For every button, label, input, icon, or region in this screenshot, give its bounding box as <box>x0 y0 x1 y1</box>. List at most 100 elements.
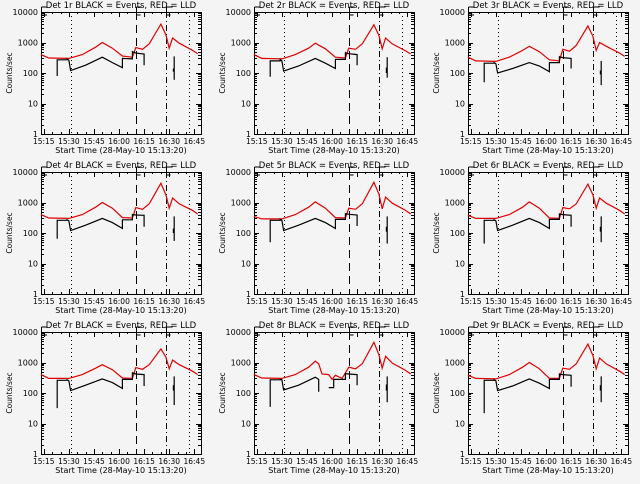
x-axis-label: Start Time (28-May-10 15:13:20) <box>55 306 186 315</box>
y-tick-label: 10 <box>455 100 465 109</box>
x-tick-label: 15:30 <box>58 137 80 146</box>
x-tick-label: 16:00 <box>321 457 343 466</box>
chart-title: Det 4r BLACK = Events, RED = LLD <box>46 161 197 171</box>
lld-series-line <box>253 180 412 220</box>
y-tick-label: 1000 <box>18 199 38 208</box>
chart-2: 1 10 100 1000 10000 15:15 15:30 15:45 16:00 16:15… <box>218 1 418 155</box>
x-axis-label: Start Time (28-May-10 15:13:20) <box>268 306 399 315</box>
y-tick-label: 10000 <box>226 168 251 177</box>
x-tick-label: 16:45 <box>396 457 418 466</box>
chart-1: 1 10 100 1000 10000 15:15 15:30 15:45 16:00 16:15… <box>5 1 205 155</box>
x-tick-label: 16:45 <box>183 137 205 146</box>
x-axis-label: Start Time (28-May-10 15:13:20) <box>268 466 399 475</box>
lld-series-line <box>40 22 199 60</box>
events-series-line <box>483 56 572 83</box>
x-tick-label: 16:45 <box>610 457 632 466</box>
y-tick-label: 10000 <box>226 8 251 17</box>
x-tick-label: 16:15 <box>346 137 368 146</box>
x-axis-label: Start Time (28-May-10 15:13:20) <box>482 466 613 475</box>
y-tick-label: 1000 <box>231 39 251 48</box>
chart-title: Det 3r BLACK = Events, RED = LLD <box>473 1 624 11</box>
plot-frame <box>254 172 415 295</box>
x-tick-label: 15:30 <box>58 297 80 306</box>
events-series-line <box>56 371 145 409</box>
y-tick-label: 1 <box>460 290 465 299</box>
x-tick-label: 16:30 <box>158 137 180 146</box>
x-tick-label: 15:45 <box>510 137 532 146</box>
y-tick-label: 10 <box>241 100 251 109</box>
events-series-line <box>269 376 320 407</box>
chart-title: Det 9r BLACK = Events, RED = LLD <box>473 321 624 331</box>
x-tick-label: 15:15 <box>460 297 482 306</box>
x-tick-label: 16:00 <box>108 457 130 466</box>
x-tick-label: 15:15 <box>246 297 268 306</box>
chart-title: Det 6r BLACK = Events, RED = LLD <box>473 161 624 171</box>
y-tick-label: 100 <box>236 389 251 398</box>
x-tick-label: 16:45 <box>183 457 205 466</box>
x-tick-label: 16:30 <box>371 297 393 306</box>
y-axis-label: Counts/sec <box>432 212 441 253</box>
x-tick-label: 15:30 <box>485 297 507 306</box>
x-tick-label: 16:15 <box>133 297 155 306</box>
y-tick-label: 10 <box>241 260 251 269</box>
detector-panel-7: 1 10 100 1000 10000 15:15 15:30 15:45 16:00 16:15… <box>0 320 213 480</box>
x-axis-label: Start Time (28-May-10 15:13:20) <box>55 466 186 475</box>
chart-4: 1 10 100 1000 10000 15:15 15:30 15:45 16:00 16:15… <box>5 161 205 315</box>
x-tick-label: 16:00 <box>321 137 343 146</box>
lld-series-line <box>467 342 626 380</box>
detector-panel-3: 1 10 100 1000 10000 15:15 15:30 15:45 16:00 16:15… <box>427 0 640 160</box>
y-tick-label: 10 <box>455 420 465 429</box>
y-tick-label: 1000 <box>445 39 465 48</box>
y-tick-label: 1000 <box>18 359 38 368</box>
y-tick-label: 1000 <box>445 359 465 368</box>
x-tick-label: 16:00 <box>108 297 130 306</box>
y-tick-label: 1000 <box>18 39 38 48</box>
plot-frame <box>468 172 629 295</box>
events-series-line <box>269 212 358 243</box>
lld-series-line <box>40 347 199 380</box>
events-series-line <box>56 50 145 76</box>
y-axis-label: Counts/sec <box>218 372 227 413</box>
plot-frame <box>254 332 415 455</box>
y-tick-label: 10000 <box>440 328 465 337</box>
x-tick-label: 16:30 <box>585 297 607 306</box>
y-tick-label: 100 <box>23 229 38 238</box>
y-tick-label: 10 <box>455 260 465 269</box>
y-axis-label: Counts/sec <box>432 52 441 93</box>
y-tick-label: 1 <box>33 130 38 139</box>
y-tick-label: 100 <box>236 229 251 238</box>
events-series-line <box>269 52 358 77</box>
lld-series-line <box>40 181 199 220</box>
detector-panel-1: 1 10 100 1000 10000 15:15 15:30 15:45 16:00 16:15… <box>0 0 213 160</box>
y-tick-label: 1 <box>246 450 251 459</box>
x-tick-label: 16:45 <box>610 137 632 146</box>
y-tick-label: 100 <box>23 389 38 398</box>
x-tick-label: 16:15 <box>560 457 582 466</box>
lld-series-line <box>467 24 626 63</box>
x-tick-label: 15:45 <box>296 297 318 306</box>
y-tick-label: 1 <box>246 290 251 299</box>
y-tick-label: 100 <box>236 69 251 78</box>
x-tick-label: 16:30 <box>371 457 393 466</box>
plot-frame <box>41 12 202 135</box>
y-axis-label: Counts/sec <box>5 52 14 93</box>
x-tick-label: 16:00 <box>321 297 343 306</box>
y-tick-label: 10 <box>241 420 251 429</box>
y-axis-label: Counts/sec <box>5 372 14 413</box>
x-tick-label: 15:45 <box>83 297 105 306</box>
detector-panel-8: 1 10 100 1000 10000 15:15 15:30 15:45 16:00 16:15… <box>213 320 426 480</box>
plot-frame <box>41 332 202 455</box>
chart-title: Det 1r BLACK = Events, RED = LLD <box>46 1 197 11</box>
y-tick-label: 1000 <box>231 199 251 208</box>
plot-frame <box>254 12 415 135</box>
x-tick-label: 15:45 <box>296 457 318 466</box>
chart-title: Det 8r BLACK = Events, RED = LLD <box>259 321 410 331</box>
y-tick-label: 10000 <box>226 328 251 337</box>
x-tick-label: 16:00 <box>535 297 557 306</box>
y-tick-label: 1000 <box>231 359 251 368</box>
y-tick-label: 100 <box>23 69 38 78</box>
x-tick-label: 15:15 <box>33 297 55 306</box>
chart-6: 1 10 100 1000 10000 15:15 15:30 15:45 16:00 16:15… <box>432 161 632 315</box>
plot-frame <box>468 332 629 455</box>
